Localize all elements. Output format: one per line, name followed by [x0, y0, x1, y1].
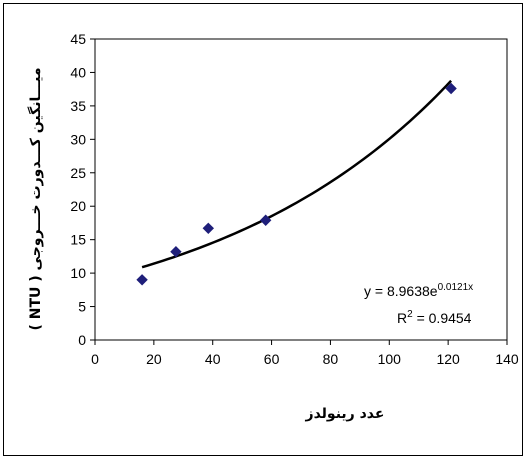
x-axis-title: عدد رینولدز — [305, 406, 385, 422]
y-axis: 0 5 10 15 20 25 30 35 40 45 — [70, 31, 95, 348]
x-tick-label: 140 — [495, 351, 519, 367]
x-tick-label: 60 — [264, 351, 280, 367]
y-tick-label: 25 — [70, 165, 86, 181]
plot-area — [94, 38, 508, 341]
x-axis: 0 20 40 60 80 100 120 140 — [91, 340, 519, 367]
data-point — [445, 82, 457, 95]
data-point — [170, 245, 182, 258]
y-tick-label: 15 — [70, 232, 86, 248]
trendline-equation: y = 8.9638e0.0121x — [364, 282, 473, 299]
y-tick-label: 35 — [70, 98, 86, 114]
x-tick-label: 20 — [146, 351, 162, 367]
y-tick-label: 0 — [78, 332, 86, 348]
x-tick-label: 40 — [205, 351, 221, 367]
y-tick-label: 30 — [70, 131, 86, 147]
r-squared-label: R2 = 0.9454 — [397, 309, 472, 326]
chart-frame: 0 5 10 15 20 25 30 35 40 45 0 20 40 60 80 100 120 140 y … — [3, 3, 523, 456]
data-points — [136, 82, 457, 286]
data-point — [202, 222, 215, 235]
chart-svg: 0 5 10 15 20 25 30 35 40 45 0 20 40 60 80 100 120 140 y … — [27, 31, 519, 422]
x-tick-label: 120 — [436, 351, 460, 367]
y-tick-label: 45 — [70, 31, 86, 47]
y-axis-title: میـــانگین کـــدورت خـــروجی ( NTU ) — [27, 67, 44, 330]
trendline — [141, 79, 452, 269]
y-tick-label: 5 — [78, 299, 86, 315]
y-tick-label: 20 — [70, 198, 86, 214]
x-tick-label: 100 — [378, 351, 402, 367]
y-tick-label: 10 — [70, 265, 86, 281]
data-point — [136, 274, 148, 286]
x-tick-label: 80 — [323, 351, 339, 367]
y-tick-label: 40 — [70, 64, 86, 80]
data-point — [259, 214, 272, 226]
x-tick-label: 0 — [91, 351, 99, 367]
